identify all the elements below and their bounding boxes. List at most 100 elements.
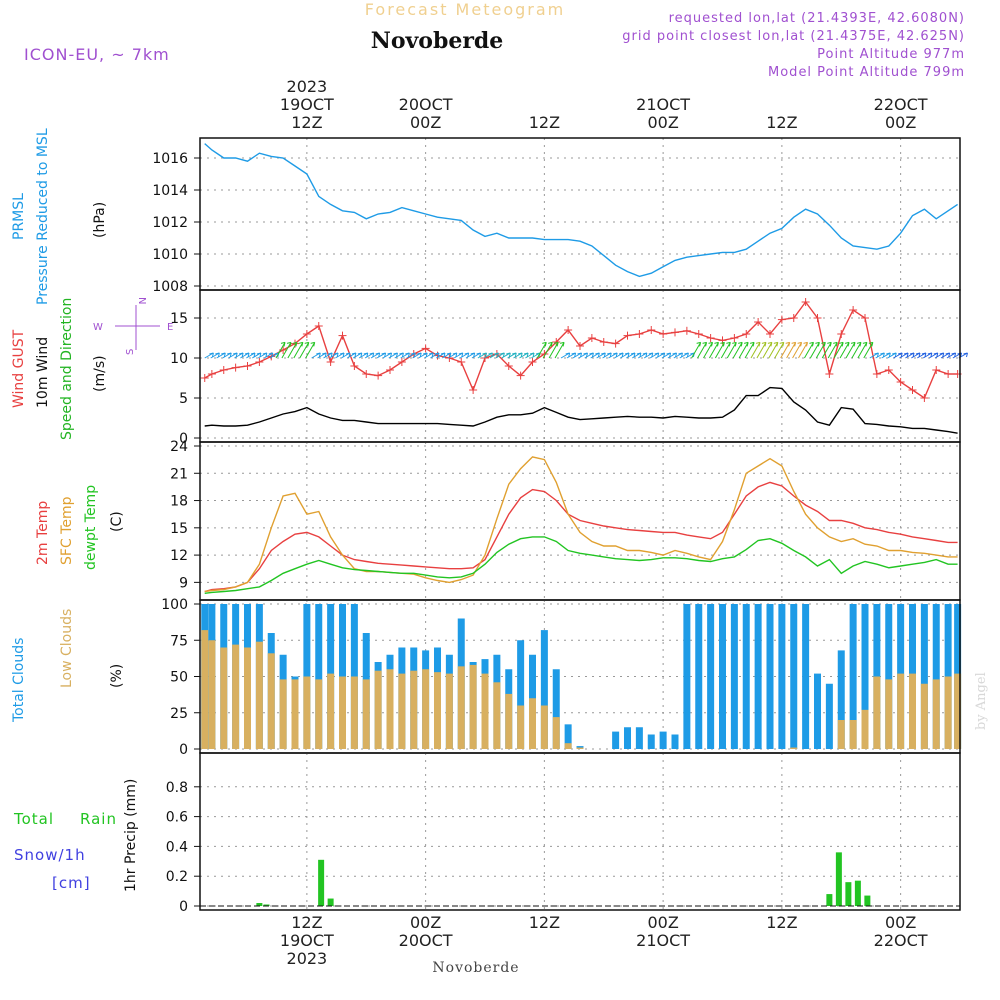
top-time-label: 21OCT — [636, 95, 690, 114]
wind-arrow-head — [898, 352, 903, 355]
wind-arrow-head — [494, 352, 499, 355]
wind-arrow — [750, 342, 761, 359]
bar-low-clouds — [398, 673, 406, 749]
wind-arrow-head — [428, 352, 434, 355]
top-time-label: 12Z — [291, 113, 322, 132]
wind-arrow-head — [809, 341, 814, 344]
bar-total-clouds — [315, 604, 323, 749]
wind-arrow-head — [500, 352, 505, 355]
wind-arrow-head — [375, 352, 380, 355]
wind-arrow — [726, 342, 737, 359]
wind-arrow — [720, 342, 731, 359]
wind-arrow — [714, 342, 725, 359]
wind-arrow-head — [738, 341, 743, 344]
wind-arrow — [833, 342, 844, 359]
wind-arrow-head — [782, 342, 785, 347]
bar-total-clouds — [647, 734, 655, 749]
wind-arrow — [536, 342, 547, 359]
y-tick-label: 1016 — [152, 151, 188, 167]
wind-arrow — [756, 342, 767, 359]
panel-4: 0 0.2 0.4 0.6 0.8 — [166, 752, 961, 915]
wind-arrow — [768, 342, 779, 359]
wind-arrow — [697, 342, 707, 359]
y-tick-label: 15 — [170, 311, 188, 327]
wind-arrow-head — [859, 342, 862, 347]
top-time-label: 00Z — [410, 113, 441, 132]
wind-arrow-head — [565, 352, 570, 355]
wind-arrow-head — [470, 352, 475, 355]
bar-low-clouds — [517, 705, 525, 749]
bottom-time-label: 19OCT — [280, 931, 334, 950]
wind-arrow — [774, 342, 785, 359]
wind-arrow-head — [761, 341, 767, 344]
bar-total-clouds — [885, 604, 893, 749]
bottom-time-label: 2023 — [287, 949, 328, 968]
wind-arrow-head — [803, 341, 808, 344]
bar-low-clouds — [362, 679, 370, 749]
y-tick-label: 0.8 — [166, 780, 188, 796]
bar-total-clouds — [837, 650, 845, 749]
wind-arrow — [815, 342, 826, 359]
wind-arrow — [548, 342, 559, 359]
info-line-3: Point Altitude 977m — [817, 47, 965, 62]
wind-arrow-head — [678, 352, 683, 355]
bar-low-clouds — [303, 676, 311, 749]
wind-arrow-head — [607, 352, 612, 355]
bar-low-clouds — [954, 673, 962, 749]
wind-arrow-head — [292, 341, 297, 344]
bar-total-clouds — [742, 604, 750, 749]
y-tick-label: 24 — [170, 439, 188, 455]
wind-arrow — [821, 342, 832, 359]
bar-total-clouds — [659, 731, 667, 749]
wind-arrow-head — [871, 342, 874, 347]
bar-total-clouds — [766, 604, 774, 749]
wind-arrow-head — [280, 341, 286, 344]
precip-label-cm: [cm] — [52, 874, 91, 892]
wind-arrow-head — [529, 352, 535, 355]
wind-arrow-head — [734, 342, 737, 347]
wind-arrow — [275, 342, 286, 359]
wind-labels: Wind GUST 10m Wind Speed and Direction (… — [11, 297, 173, 440]
wind-arrow-head — [476, 352, 481, 355]
wind-arrow — [786, 342, 797, 359]
compass-rose: N W E S — [93, 297, 173, 355]
bar-low-clouds — [540, 705, 548, 749]
model-label: ICON-EU, ~ 7km — [24, 45, 170, 64]
pressure-label-prmsl: PRMSL — [11, 193, 27, 240]
panel-3: 0 25 50 75 100 — [161, 597, 962, 758]
top-time-label: 12Z — [766, 113, 797, 132]
top-time-label: 20OCT — [399, 95, 453, 114]
bar-total-clouds — [552, 669, 560, 749]
bar-total-clouds — [624, 727, 631, 749]
wind-arrow-head — [642, 352, 647, 355]
info-line-2: grid point closest lon,lat (21.4375E, 42… — [622, 29, 965, 44]
wind-arrow-head — [381, 352, 386, 355]
wind-arrow-head — [821, 341, 826, 344]
bottom-time-label: 20OCT — [399, 931, 453, 950]
wind-arrow — [863, 342, 874, 359]
wind-arrow-head — [548, 341, 553, 344]
bar-total-clouds — [707, 604, 715, 749]
info-line-4: Model Point Altitude 799m — [768, 65, 965, 80]
wind-arrow — [827, 342, 838, 359]
wind-arrow-head — [387, 352, 392, 355]
wind-arrow-head — [268, 352, 273, 355]
y-tick-label: 1010 — [152, 247, 188, 263]
bar-low-clouds — [434, 672, 441, 749]
wind-arrow-head — [690, 352, 695, 355]
wind-arrow-head — [755, 341, 761, 344]
wind-arrow-head — [244, 352, 250, 355]
wind-arrow-head — [544, 342, 547, 347]
wind-arrow-head — [339, 352, 345, 355]
cloud-labels: Total Clouds Low Clouds (%) — [11, 609, 125, 723]
y-tick-label: 0 — [179, 431, 188, 447]
bar-low-clouds — [944, 676, 952, 749]
wind-arrow — [851, 342, 862, 359]
wind-arrow-head — [227, 352, 232, 355]
bar-total-clouds — [802, 604, 810, 749]
bar-rain — [256, 903, 263, 906]
wind-arrow — [554, 342, 565, 359]
wind-arrow-head — [583, 352, 588, 355]
bar-low-clouds — [505, 693, 513, 749]
bar-low-clouds — [422, 669, 430, 749]
